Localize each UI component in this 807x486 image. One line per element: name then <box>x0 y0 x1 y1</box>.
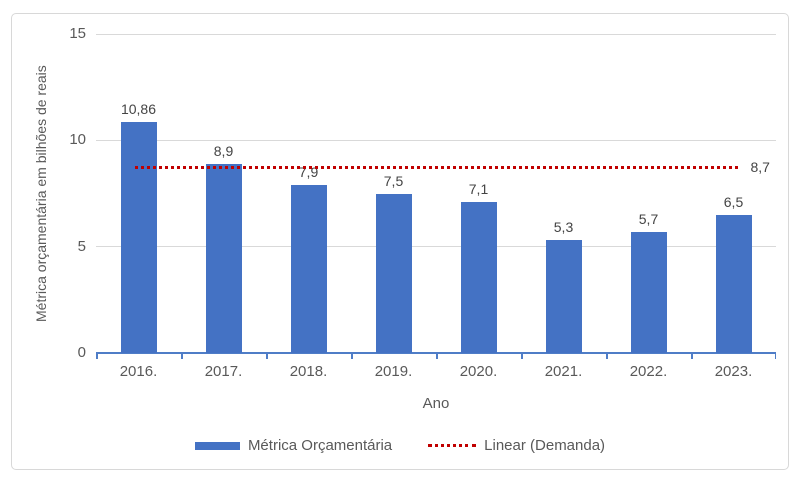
plot-area: 10,86 8,9 7,9 7,5 7,1 5,3 5,7 6,5 8,7 <box>96 33 776 359</box>
y-tick-label-10: 10 <box>69 131 86 149</box>
gridline-y-15 <box>96 33 776 35</box>
bar-value-label-2019.: 7,5 <box>383 172 404 189</box>
legend-item-linear: Linear (Demanda) <box>428 437 605 454</box>
x-tick-label-2023.: 2023. <box>714 363 753 380</box>
x-tick-label-2016.: 2016. <box>119 363 158 380</box>
y-tick-label-5: 5 <box>77 237 86 255</box>
y-tick-label-0: 0 <box>77 344 86 361</box>
bar-swatch-icon <box>194 441 240 450</box>
bar-value-label-2022.: 5,7 <box>638 210 659 227</box>
y-tick-label-15: 15 <box>69 25 86 42</box>
bar-value-label-2023.: 6,5 <box>723 193 744 210</box>
x-axis-tick-4 <box>436 353 438 359</box>
trendline <box>134 165 738 169</box>
legend-label-linear: Linear (Demanda) <box>484 437 606 454</box>
x-axis-tick-7 <box>691 353 693 359</box>
x-tick-label-2020.: 2020. <box>459 363 498 380</box>
x-axis-tick-8 <box>774 353 776 359</box>
x-axis-tick-6 <box>606 353 608 359</box>
bar-2023. <box>715 214 752 353</box>
x-tick-label-2021.: 2021. <box>544 363 583 380</box>
bar-2020. <box>460 202 497 353</box>
x-axis-tick-2 <box>266 353 268 359</box>
gridline-y-5 <box>96 246 776 248</box>
bar-2018. <box>290 185 327 353</box>
chart-frame: Métrica orçamentária em bilhões de reais… <box>11 13 789 470</box>
legend-label-metrica: Métrica Orçamentária <box>247 437 393 454</box>
bar-value-label-2017.: 8,9 <box>213 142 234 159</box>
bar-2019. <box>375 193 412 353</box>
gridline-y-10 <box>96 139 776 141</box>
x-tick-label-2019.: 2019. <box>374 363 413 380</box>
bar-2016. <box>120 122 157 353</box>
bar-value-label-2016.: 10,86 <box>120 101 157 118</box>
legend: Métrica Orçamentária Linear (Demanda) <box>12 437 788 454</box>
bar-2017. <box>205 163 242 353</box>
x-axis-tick-3 <box>351 353 353 359</box>
trendline-value-label: 8,7 <box>750 158 770 175</box>
bar-2022. <box>630 231 667 353</box>
x-axis-tick-0 <box>96 353 98 359</box>
x-tick-label-2017.: 2017. <box>204 363 243 380</box>
bar-value-label-2021.: 5,3 <box>553 219 574 236</box>
bar-2021. <box>545 240 582 353</box>
x-axis-tick-1 <box>181 353 183 359</box>
x-axis-tick-5 <box>521 353 523 359</box>
x-tick-label-2018.: 2018. <box>289 363 328 380</box>
legend-item-metrica: Métrica Orçamentária <box>194 437 393 454</box>
x-tick-label-2022.: 2022. <box>629 363 668 380</box>
dotted-line-swatch-icon <box>428 444 477 447</box>
y-axis-labels: 0 5 10 15 <box>12 25 86 361</box>
x-axis-title: Ano <box>422 395 450 412</box>
x-axis-labels: 2016. 2017. 2018. 2019. 2020. 2021. 2022. 2023. <box>96 362 776 382</box>
bar-value-label-2020.: 7,1 <box>468 181 489 198</box>
